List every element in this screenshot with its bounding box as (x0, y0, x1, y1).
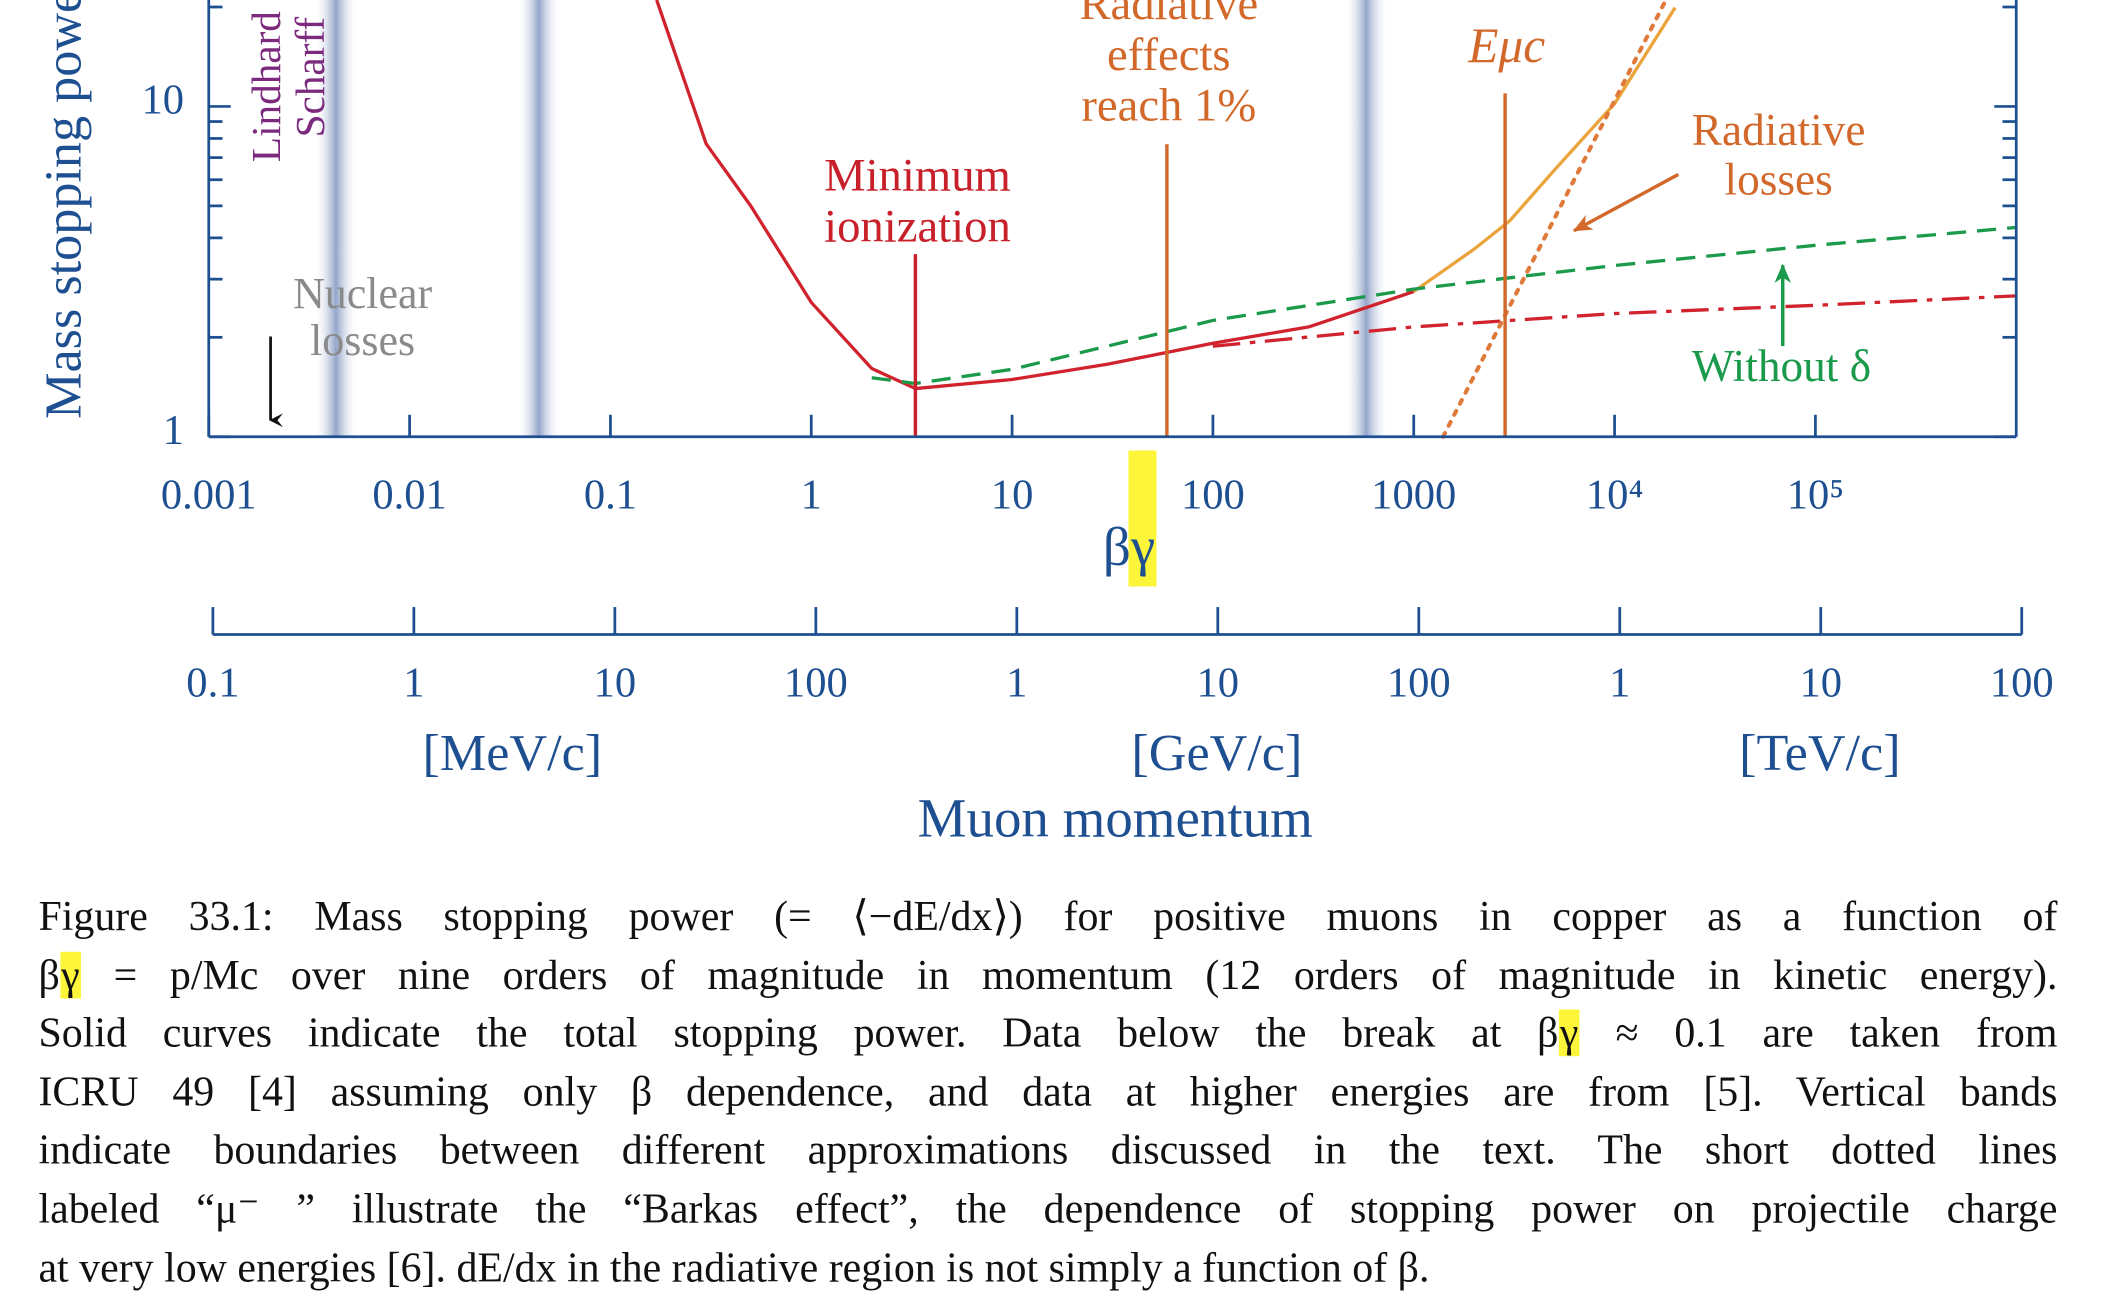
y-tick-label: 10 (141, 76, 184, 123)
series-line (1212, 294, 2017, 348)
annotation: losses (1724, 154, 1832, 204)
x-tick-label: 1000 (1371, 471, 1456, 518)
y-tick-label: 1 (163, 407, 184, 454)
x-tick-label: 10⁵ (1787, 471, 1844, 518)
annotation: Without δ (1692, 341, 1871, 391)
marker-label: ionization (824, 200, 1011, 252)
caption-text: ICRU 49 [4] assuming only β dependence, … (38, 1068, 2058, 1115)
annotation: losses (310, 316, 415, 365)
caption: Figure 33.1: Mass stopping power (= ⟨−dE… (38, 887, 2057, 1297)
x-tick-label: 0.001 (161, 471, 257, 518)
x2-tick-label: 1 (1006, 659, 1027, 706)
marker-label: reach 1% (1081, 80, 1256, 132)
caption-text: labeled “μ⁻ ” illustrate the “Barkas eff… (38, 1185, 2058, 1232)
x-tick-label: 100 (1181, 471, 1245, 518)
x-tick-label: 10 (991, 471, 1034, 518)
caption-text: Figure 33.1: Mass stopping power (= ⟨−dE… (38, 892, 2058, 940)
highlighted-text: γ (1558, 1009, 1580, 1057)
y-axis-title: Mass stopping power (35, 0, 93, 419)
caption-text: = p/Mc over nine orders of magnitude in … (81, 951, 2058, 998)
x-tick-label: 10⁴ (1586, 471, 1643, 518)
x2-tick-label: 10 (1197, 659, 1240, 706)
x2-tick-label: 1 (1609, 659, 1630, 706)
caption-line: labeled “μ⁻ ” illustrate the “Barkas eff… (38, 1180, 2057, 1239)
chart: 0.001 0.01 0.1 1 10 100 1000 10⁴ 10⁵ 1 10 Mass stop… (35, 0, 2054, 849)
x2-axis-title: Muon momentum (918, 788, 1313, 849)
x2-unit-label: [TeV/c] (1739, 724, 1901, 782)
vertical-band (516, 0, 561, 437)
highlighted-text: γ (59, 951, 82, 998)
annotation: Scharff (287, 17, 333, 138)
caption-text: at very low energies [6]. dE/dx in the r… (38, 1243, 1430, 1291)
x2-tick-label: 1 (403, 659, 424, 706)
x-axis-title-part: γ (1130, 516, 1155, 577)
marker-label: effects (1107, 29, 1231, 81)
arrow (1572, 172, 1680, 233)
caption-line: Figure 33.1: Mass stopping power (= ⟨−dE… (38, 887, 2057, 946)
annotation: Nuclear (293, 269, 432, 318)
marker-label: Minimum (824, 150, 1011, 202)
x2-tick-label: 100 (1990, 659, 2054, 706)
plot-area (655, 0, 2017, 439)
caption-line: indicate boundaries between different ap… (38, 1121, 2057, 1180)
annotation: Radiative (1692, 105, 1866, 155)
x2-unit-label: [GeV/c] (1131, 724, 1302, 782)
caption-text: Solid curves indicate the total stopping… (38, 1009, 1559, 1057)
x2-unit-label: [MeV/c] (422, 724, 602, 782)
x2-tick-label: 100 (784, 659, 848, 706)
x-axis-title-part: β (1103, 516, 1131, 577)
highlight (1128, 450, 1157, 587)
series-line (655, 0, 1415, 391)
x2-tick-label: 0.1 (186, 659, 239, 706)
x-tick-label: 0.01 (372, 471, 446, 518)
marker-label: Eμc (1467, 18, 1545, 73)
x2-tick-label: 10 (1799, 659, 1842, 706)
series-line (1441, 0, 1668, 439)
x2-tick-label: 100 (1387, 659, 1451, 706)
x-axis-title: βγ (1103, 516, 1155, 577)
vertical-band (314, 0, 358, 437)
x-tick-label: 0.1 (584, 471, 637, 518)
caption-line: at very low energies [6]. dE/dx in the r… (38, 1238, 2057, 1297)
caption-text: β (38, 951, 60, 998)
caption-line: Solid curves indicate the total stopping… (38, 1004, 2057, 1063)
x-tick-label: 1 (801, 471, 822, 518)
caption-line: ICRU 49 [4] assuming only β dependence, … (38, 1063, 2057, 1122)
bands (314, 0, 1389, 437)
series-line (871, 225, 2017, 386)
caption-text: ≈ 0.1 are taken from (1579, 1009, 2058, 1057)
marker-label: Radiative (1079, 0, 1258, 30)
caption-line: βγ = p/Mc over nine orders of magnitude … (38, 946, 2057, 1005)
series-line (1412, 6, 1677, 293)
annotation: Lindhard (243, 11, 289, 162)
x2-tick-label: 10 (594, 659, 637, 706)
caption-text: indicate boundaries between different ap… (38, 1126, 2058, 1174)
vertical-band (1344, 0, 1389, 437)
